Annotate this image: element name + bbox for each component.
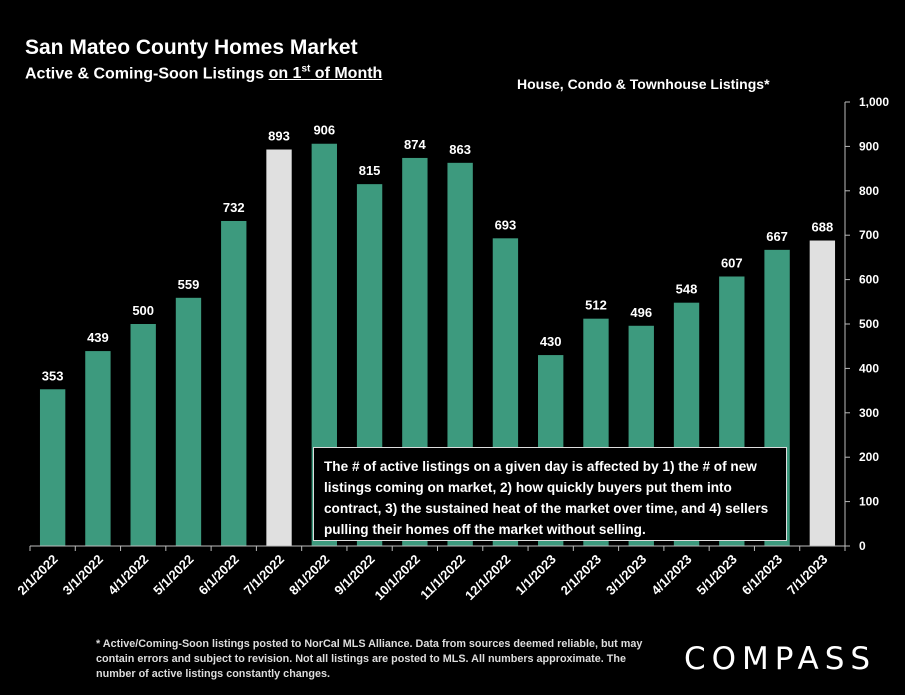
bar (39, 389, 66, 546)
data-label: 500 (132, 303, 154, 318)
data-label: 874 (404, 137, 426, 152)
x-tick-label: 4/1/2023 (648, 552, 694, 598)
data-label: 430 (540, 334, 562, 349)
bar (266, 149, 292, 546)
data-label: 607 (721, 255, 743, 270)
x-tick-label: 1/1/2023 (512, 552, 558, 598)
data-label: 512 (585, 298, 607, 313)
x-tick-label: 11/1/2022 (417, 552, 468, 603)
data-label: 732 (223, 200, 245, 215)
bar (175, 297, 202, 546)
subtitle-prefix: Active & Coming-Soon Listings (25, 65, 269, 83)
series-label: House, Condo & Townhouse Listings* (517, 76, 770, 92)
compass-logo: COMPASS (684, 641, 877, 677)
x-tick-label: 7/1/2022 (241, 552, 287, 598)
x-tick-label: 3/1/2022 (60, 552, 106, 598)
x-tick-label: 6/1/2022 (195, 552, 241, 598)
y-tick-label: 700 (859, 228, 879, 242)
data-label: 893 (268, 129, 290, 144)
bar (809, 240, 836, 546)
subtitle-underlined-pre: on 1 (268, 65, 302, 83)
bar (130, 324, 156, 546)
y-tick-label: 100 (859, 495, 879, 509)
data-label: 353 (42, 368, 64, 383)
data-label: 439 (87, 330, 109, 345)
x-tick-label: 12/1/2022 (462, 552, 514, 604)
data-label: 559 (178, 277, 200, 292)
x-tick-label: 6/1/2023 (739, 552, 785, 598)
chart-title: San Mateo County Homes Market (25, 36, 358, 59)
data-label: 496 (630, 305, 652, 320)
x-tick-label: 2/1/2022 (14, 552, 60, 598)
data-label: 906 (313, 123, 335, 138)
footnote: * Active/Coming-Soon listings posted to … (96, 638, 643, 680)
x-tick-label: 2/1/2023 (558, 552, 604, 598)
data-label: 667 (766, 229, 788, 244)
x-tick-label: 7/1/2023 (784, 552, 830, 598)
y-tick-label: 0 (859, 539, 866, 553)
data-label: 815 (359, 163, 381, 178)
chart-subtitle: Active & Coming-Soon Listings on 1st of … (25, 64, 382, 83)
y-tick-label: 800 (859, 184, 879, 198)
subtitle-superscript: st (301, 64, 311, 75)
y-tick-label: 500 (859, 317, 879, 331)
y-tick-label: 200 (859, 450, 879, 464)
x-tick-label: 4/1/2022 (105, 552, 151, 598)
x-tick-label: 5/1/2023 (694, 552, 740, 598)
bar (221, 220, 247, 546)
x-tick-label: 8/1/2022 (286, 552, 332, 598)
x-tick-label: 3/1/2023 (603, 552, 649, 598)
subtitle-underlined: on 1st of Month (268, 64, 383, 83)
data-label: 863 (449, 142, 471, 157)
y-tick-label: 900 (859, 139, 879, 153)
y-tick-label: 600 (859, 273, 879, 287)
data-label: 693 (495, 217, 517, 232)
x-tick-label: 10/1/2022 (371, 552, 423, 604)
bar (85, 351, 111, 546)
data-label: 688 (812, 220, 834, 235)
data-label: 548 (676, 282, 698, 297)
x-tick-label: 5/1/2022 (150, 552, 196, 598)
subtitle-underlined-post: of Month (310, 65, 383, 83)
y-tick-label: 300 (859, 406, 879, 420)
x-tick-label: 9/1/2022 (331, 552, 377, 598)
y-tick-label: 1,000 (859, 95, 889, 109)
y-tick-label: 400 (859, 361, 879, 375)
annotation-note: The # of active listings on a given day … (313, 447, 787, 541)
